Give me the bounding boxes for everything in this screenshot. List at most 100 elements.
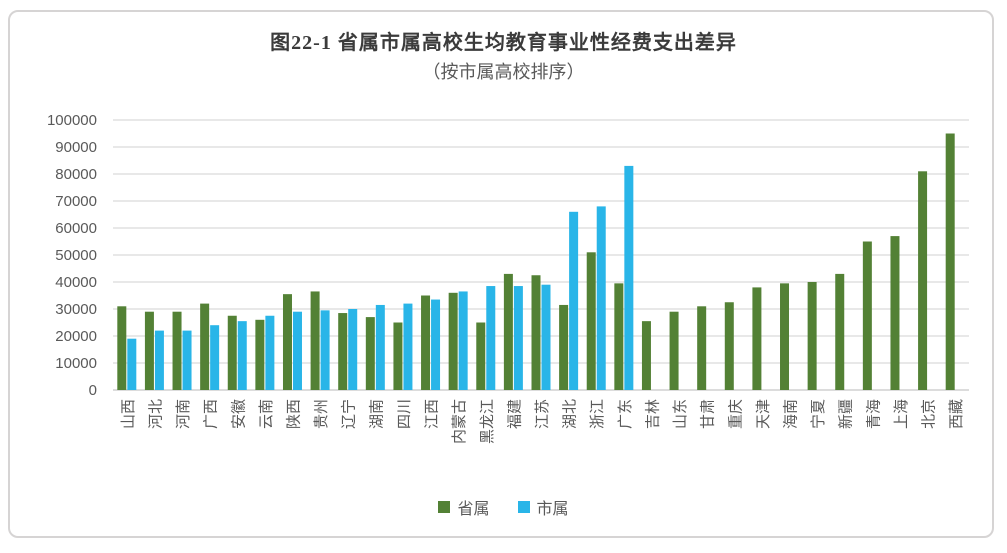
x-tick-label: 河南 (175, 399, 192, 429)
bar-provincial-9 (365, 317, 375, 390)
bar-provincial-6 (282, 294, 292, 390)
x-tick-label: 广东 (617, 399, 634, 429)
y-tick-label: 60000 (55, 220, 97, 237)
bar-municipal-5 (265, 315, 275, 390)
x-tick-label: 山西 (120, 399, 137, 429)
provincial-series-swatch-icon (438, 501, 451, 513)
bar-provincial-25 (807, 282, 817, 390)
x-tick-label: 福建 (506, 399, 523, 429)
bar-provincial-1 (144, 311, 154, 390)
y-tick-label: 30000 (55, 301, 97, 318)
x-tick-label: 上海 (893, 399, 910, 429)
bar-provincial-17 (586, 252, 596, 390)
x-tick-label: 贵州 (313, 399, 330, 429)
x-tick-label: 安徽 (230, 399, 247, 429)
x-tick-label: 江苏 (534, 399, 551, 429)
y-tick-label: 0 (89, 382, 97, 399)
x-tick-label: 重庆 (727, 399, 744, 429)
bar-provincial-14 (503, 273, 513, 390)
x-tick-label: 北京 (921, 399, 938, 429)
y-tick-label: 90000 (55, 139, 97, 156)
bar-municipal-2 (182, 330, 192, 390)
x-tick-label: 宁夏 (810, 399, 827, 429)
bar-municipal-16 (569, 211, 579, 390)
y-tick-label: 50000 (55, 247, 97, 264)
bar-municipal-6 (292, 311, 302, 390)
x-tick-label: 吉林 (644, 399, 661, 429)
bar-provincial-10 (393, 322, 403, 390)
bar-municipal-17 (596, 206, 606, 390)
x-tick-label: 新疆 (838, 399, 855, 429)
x-tick-label: 广西 (203, 399, 220, 429)
legend-item-provincial: 省属 (438, 495, 490, 519)
bar-provincial-26 (835, 273, 845, 390)
bar-provincial-22 (724, 302, 734, 390)
y-tick-label: 80000 (55, 166, 97, 183)
bar-provincial-21 (697, 306, 707, 390)
bar-municipal-7 (320, 310, 330, 390)
legend-label-provincial: 省属 (457, 501, 490, 518)
bar-provincial-23 (752, 287, 762, 390)
bar-municipal-10 (403, 303, 413, 390)
y-tick-label: 10000 (55, 355, 97, 372)
x-tick-label: 陕西 (285, 399, 302, 429)
bar-provincial-24 (780, 283, 790, 390)
x-tick-label: 辽宁 (341, 399, 358, 429)
bar-municipal-8 (348, 309, 358, 390)
bar-provincial-12 (448, 292, 458, 390)
bar-municipal-18 (624, 165, 634, 390)
x-tick-label: 湖南 (368, 399, 385, 429)
bar-provincial-15 (531, 275, 541, 390)
legend-label-municipal: 市属 (536, 501, 569, 518)
bar-provincial-13 (476, 322, 486, 390)
chart-frame (8, 10, 994, 538)
bar-municipal-12 (458, 291, 468, 390)
x-tick-label: 山东 (672, 399, 689, 429)
bar-provincial-0 (117, 306, 127, 390)
bar-municipal-1 (154, 330, 164, 390)
x-tick-label: 四川 (397, 399, 413, 429)
bar-provincial-8 (338, 313, 348, 390)
bar-municipal-14 (513, 286, 523, 390)
x-tick-label: 甘肃 (700, 399, 717, 429)
bar-municipal-13 (486, 286, 496, 390)
y-tick-label: 100000 (47, 112, 97, 129)
x-tick-label: 西藏 (948, 399, 965, 429)
x-tick-label: 云南 (258, 399, 275, 429)
x-tick-label: 浙江 (589, 399, 606, 429)
chart-title: 图22-1 省属市属高校生均教育事业性经费支出差异 (270, 32, 737, 54)
bar-provincial-30 (945, 133, 955, 390)
bar-provincial-3 (200, 303, 210, 390)
x-tick-label: 天津 (755, 399, 772, 429)
bar-provincial-27 (862, 241, 872, 390)
legend: 省属 市属 (0, 494, 1007, 520)
y-tick-label: 40000 (55, 274, 97, 291)
bar-municipal-11 (431, 299, 441, 390)
bar-municipal-4 (237, 321, 247, 390)
bar-provincial-16 (559, 304, 569, 390)
y-tick-label: 70000 (55, 193, 97, 210)
bar-provincial-18 (614, 283, 624, 390)
legend-item-municipal: 市属 (517, 495, 569, 519)
chart-subtitle: （按市属高校排序） (422, 62, 585, 82)
bar-municipal-0 (127, 338, 137, 390)
x-tick-label: 江西 (424, 399, 441, 429)
x-tick-label: 海南 (783, 399, 800, 429)
x-tick-label: 内蒙古 (451, 399, 468, 444)
bar-municipal-9 (375, 304, 385, 390)
x-tick-label: 河北 (147, 399, 164, 429)
bar-provincial-4 (227, 315, 237, 390)
bar-provincial-11 (421, 295, 431, 390)
y-tick-label: 20000 (55, 328, 97, 345)
bar-provincial-19 (641, 321, 651, 390)
bar-municipal-3 (210, 325, 220, 390)
bar-provincial-20 (669, 311, 679, 390)
x-tick-label: 青海 (865, 399, 882, 429)
bar-provincial-5 (255, 319, 265, 390)
municipal-series-swatch-icon (517, 501, 530, 513)
x-tick-label: 黑龙江 (479, 399, 496, 444)
bar-provincial-28 (890, 236, 900, 390)
bar-provincial-7 (310, 291, 320, 390)
